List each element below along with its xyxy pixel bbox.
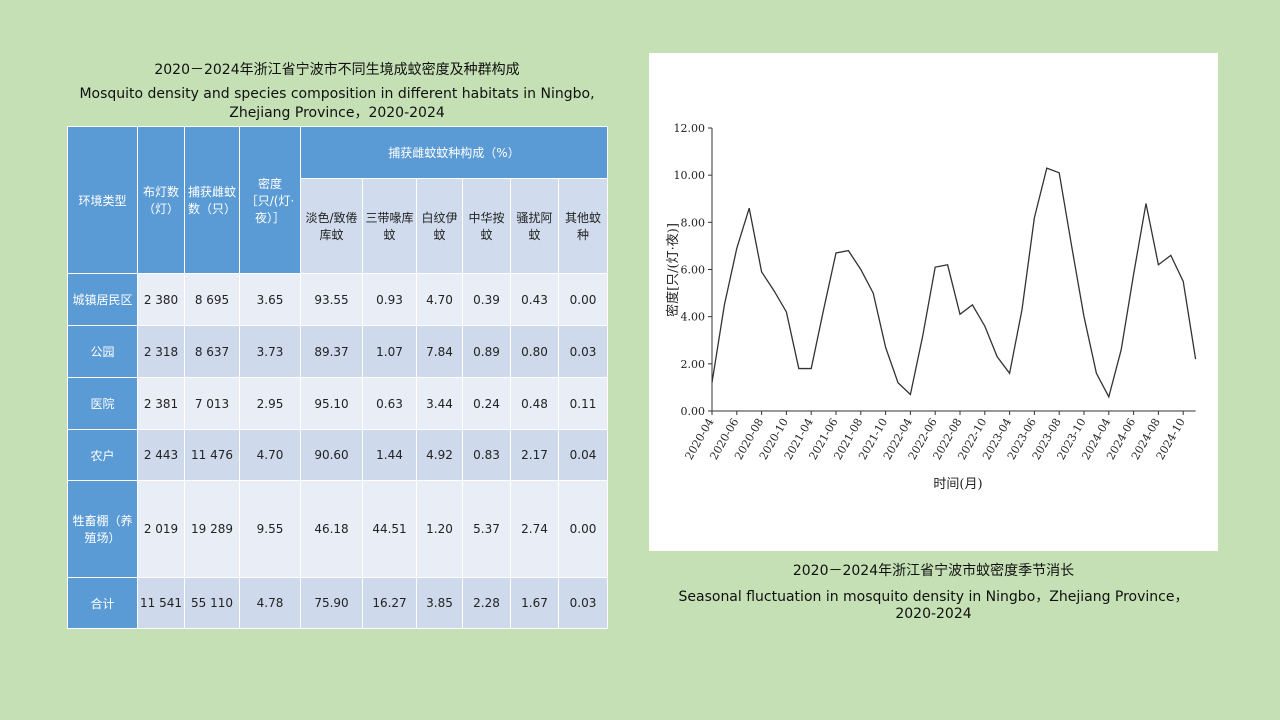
data-row: 医院 2 381 7 013 2.95 95.10 0.63 3.44 0.24 0.48 0.1…: [67, 377, 608, 430]
data-row: 城镇居民区 2 380 8 695 3.65 93.55 0.93 4.70 0.39 0.43…: [67, 273, 608, 326]
row-label: 城镇居民区: [67, 273, 138, 326]
cell: 4.78: [239, 577, 301, 629]
cell: 4.70: [416, 273, 463, 326]
cell: 0.24: [462, 377, 511, 430]
cell: 1.67: [510, 577, 559, 629]
cell: 9.55: [239, 480, 301, 578]
cell: 5.37: [462, 480, 511, 578]
cell: 93.55: [300, 273, 363, 326]
cell: 16.27: [362, 577, 417, 629]
cell: 0.00: [558, 480, 608, 578]
chart-caption-zh: 2020－2024年浙江省宁波市蚊密度季节消长: [792, 563, 1075, 579]
cell: 2 380: [137, 273, 185, 326]
cell: 0.83: [462, 429, 511, 481]
header-cell: 捕获雌蚊数（只）: [184, 126, 240, 274]
cell: 2.28: [462, 577, 511, 629]
cell: 4.70: [239, 429, 301, 481]
chart-caption-en-text: Seasonal fluctuation in mosquito density…: [678, 589, 1189, 622]
y-tick-label: 12.00: [674, 122, 706, 135]
cell: 3.44: [416, 377, 463, 430]
chart-caption-en: Seasonal fluctuation in mosquito density…: [649, 586, 1218, 622]
cell: 2 019: [137, 480, 185, 578]
cell: 89.37: [300, 325, 363, 378]
y-tick-label: 6.00: [681, 264, 706, 277]
cell: 0.00: [558, 273, 608, 326]
subheader-cell: 其他蚊种: [558, 178, 608, 274]
y-tick-label: 8.00: [681, 216, 706, 229]
y-tick-label: 10.00: [674, 169, 706, 182]
data-row: 公园 2 318 8 637 3.73 89.37 1.07 7.84 0.89 0.80 0.0…: [67, 325, 608, 378]
cell: 75.90: [300, 577, 363, 629]
cell: 1.20: [416, 480, 463, 578]
cell: 2 443: [137, 429, 185, 481]
y-tick-label: 2.00: [681, 358, 706, 371]
cell: 3.65: [239, 273, 301, 326]
row-label: 合计: [67, 577, 138, 629]
cell: 0.11: [558, 377, 608, 430]
y-tick-label: 4.00: [681, 311, 706, 324]
data-row: 牲畜棚（养殖场） 2 019 19 289 9.55 46.18 44.51 1.20 5.3…: [67, 480, 608, 578]
data-row: 农户 2 443 11 476 4.70 90.60 1.44 4.92 0.83 2.17 0.…: [67, 429, 608, 481]
subheader-cell: 三带喙库蚊: [362, 178, 417, 274]
cell: 2 318: [137, 325, 185, 378]
subheader-cell: 白纹伊蚊: [416, 178, 463, 274]
cell: 95.10: [300, 377, 363, 430]
cell: 2.95: [239, 377, 301, 430]
y-tick-label: 0.00: [681, 405, 706, 418]
cell: 11 541: [137, 577, 185, 629]
row-label: 牲畜棚（养殖场）: [67, 480, 138, 578]
row-label: 公园: [67, 325, 138, 378]
table-title-en-text: Mosquito density and species composition…: [79, 86, 595, 121]
y-axis-label: 密度[只/(灯·夜)]: [665, 223, 681, 317]
cell: 55 110: [184, 577, 240, 629]
x-axis-label: 时间(月): [933, 477, 982, 492]
cell: 44.51: [362, 480, 417, 578]
cell: 0.03: [558, 325, 608, 378]
table: 环境类型 布灯数（灯） 捕获雌蚊数（只） 密度［只/(灯·夜）］ 捕获雌蚊蚊种构成（%）…: [67, 126, 608, 629]
cell: 7.84: [416, 325, 463, 378]
subheader-row: 淡色/致倦库蚊 三带喙库蚊 白纹伊蚊 中华按蚊 骚扰阿蚊 其他蚊种: [68, 178, 608, 274]
cell: 0.63: [362, 377, 417, 430]
cell: 2.74: [510, 480, 559, 578]
cell: 0.03: [558, 577, 608, 629]
chart-panel: [649, 53, 1218, 551]
cell: 4.92: [416, 429, 463, 481]
header-row: 环境类型 布灯数（灯） 捕获雌蚊数（只） 密度［只/(灯·夜）］ 捕获雌蚊蚊种构成（%）: [67, 126, 608, 274]
cell: 1.07: [362, 325, 417, 378]
cell: 0.04: [558, 429, 608, 481]
cell: 0.80: [510, 325, 559, 378]
cell: 2.17: [510, 429, 559, 481]
group-header: 捕获雌蚊蚊种构成（%）: [300, 126, 608, 179]
data-row: 合计 11 541 55 110 4.78 75.90 16.27 3.85 2.28 1.67…: [67, 577, 608, 629]
cell: 0.48: [510, 377, 559, 430]
data-line: [711, 167, 1197, 399]
row-label: 农户: [67, 429, 138, 481]
cell: 0.43: [510, 273, 559, 326]
cell: 19 289: [184, 480, 240, 578]
header-cell: 环境类型: [67, 126, 138, 274]
cell: 3.73: [239, 325, 301, 378]
table-title-zh: 2020－2024年浙江省宁波市不同生境成蚊密度及种群构成: [154, 62, 520, 78]
subheader-cell: 中华按蚊: [462, 178, 511, 274]
table-title-en: Mosquito density and species composition…: [67, 86, 607, 122]
